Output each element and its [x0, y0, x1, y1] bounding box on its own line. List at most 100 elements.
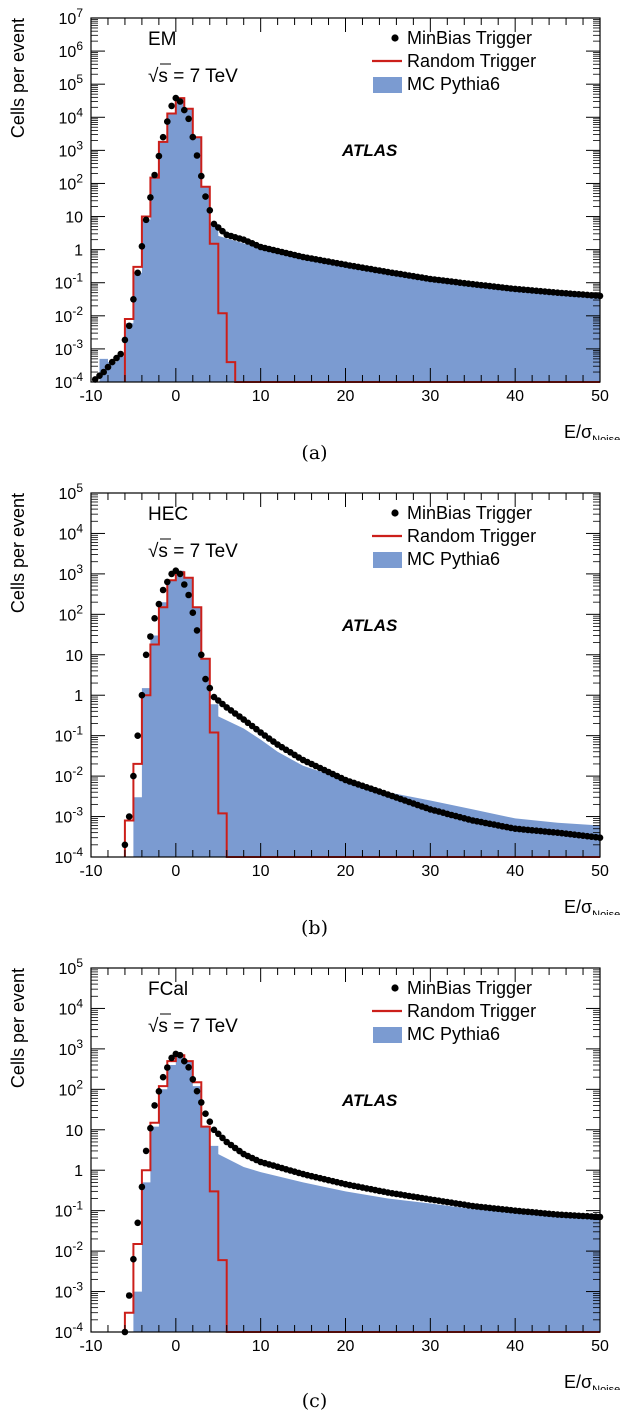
data-point-minbias: [198, 652, 205, 659]
atlas-label: ATLAS: [341, 141, 398, 160]
x-tick-label: 10: [252, 1338, 270, 1355]
caption-a: (a): [0, 442, 629, 464]
x-tick-label: 20: [337, 863, 355, 880]
x-tick-label: 30: [421, 1338, 439, 1355]
x-tick-label: 40: [506, 388, 524, 405]
x-tick-label: 50: [591, 863, 609, 880]
data-point-minbias: [202, 676, 209, 683]
chart-panel-a: -10 0 10 20 30 40 50 10-4 10-3 10-2 10-1 1 10 102 103 1…: [0, 0, 629, 475]
y-tick-label: 10-3: [55, 805, 84, 827]
y-axis-label: Cells per event: [8, 968, 28, 1088]
y-tick-label: 105: [59, 72, 84, 94]
data-point-minbias: [122, 842, 129, 849]
x-tick-label: 10: [252, 863, 270, 880]
y-tick-label: 10: [65, 210, 83, 227]
x-axis-label: E/σNoise: [564, 422, 620, 440]
data-point-minbias: [164, 1064, 171, 1071]
y-tick-label: 104: [59, 521, 84, 543]
y-tick-label: 10: [65, 648, 83, 665]
x-axis-label: E/σNoise: [564, 897, 620, 915]
chart-fcal: -10 0 10 20 30 40 50 10-4 10-3 10-2 10-1 1 10 102 103 1…: [0, 950, 629, 1390]
data-point-minbias: [151, 1102, 158, 1109]
data-point-minbias: [202, 1110, 209, 1117]
data-point-minbias: [160, 587, 167, 594]
y-axis-label: Cells per event: [8, 18, 28, 138]
data-point-minbias: [207, 1118, 214, 1125]
detector-label: FCal: [148, 979, 188, 1000]
x-tick-label: -10: [79, 1338, 102, 1355]
energy-label: √s = 7 TeV: [148, 66, 238, 87]
data-point-minbias: [190, 609, 197, 616]
y-tick-label: 102: [59, 602, 84, 624]
legend-marker-minbias: [391, 509, 398, 516]
y-axis-label: Cells per event: [8, 493, 28, 613]
data-point-minbias: [185, 116, 192, 123]
chart-hec: -10 0 10 20 30 40 50 10-4 10-3 10-2 10-1 1 10 102 103 1…: [0, 475, 629, 915]
data-point-minbias: [194, 152, 201, 159]
x-tick-label: 20: [337, 1338, 355, 1355]
data-point-minbias: [126, 323, 133, 330]
x-tick-label: 20: [337, 388, 355, 405]
x-tick-label: 0: [171, 1338, 180, 1355]
legend-minbias: MinBias Trigger: [407, 978, 532, 998]
data-point-minbias: [147, 1125, 154, 1132]
x-tick-label: 10: [252, 388, 270, 405]
data-point-minbias: [147, 633, 154, 640]
legend-minbias: MinBias Trigger: [407, 503, 532, 523]
data-point-minbias: [185, 592, 192, 599]
data-point-minbias: [194, 627, 201, 634]
data-point-minbias: [190, 1076, 197, 1083]
data-point-minbias: [139, 692, 146, 699]
y-tick-label: 10-1: [55, 271, 84, 293]
data-point-minbias: [117, 351, 124, 358]
data-point-minbias: [177, 98, 184, 105]
data-point-minbias: [198, 1099, 205, 1106]
data-point-minbias: [122, 337, 129, 344]
legend-mc: MC Pythia6: [407, 74, 500, 94]
x-tick-label: -10: [79, 863, 102, 880]
data-point-minbias: [156, 601, 163, 608]
legend-minbias: MinBias Trigger: [407, 28, 532, 48]
legend-mc: MC Pythia6: [407, 549, 500, 569]
x-tick-label: 0: [171, 863, 180, 880]
x-tick-label: 50: [591, 1338, 609, 1355]
x-tick-label: 0: [171, 388, 180, 405]
y-tick-label: 103: [59, 1037, 84, 1059]
data-point-minbias: [202, 193, 209, 200]
legend-random: Random Trigger: [407, 526, 536, 546]
data-point-minbias: [181, 1058, 188, 1065]
x-tick-label: 40: [506, 1338, 524, 1355]
x-tick-label: 30: [421, 388, 439, 405]
caption-c: (c): [0, 1390, 629, 1412]
data-point-minbias: [207, 685, 214, 692]
data-point-minbias: [156, 153, 163, 160]
data-point-minbias: [139, 1184, 146, 1191]
energy-label: √s = 7 TeV: [148, 541, 238, 562]
data-point-minbias: [147, 194, 154, 201]
x-tick-label: 50: [591, 388, 609, 405]
data-point-minbias: [164, 118, 171, 125]
data-point-minbias: [156, 1088, 163, 1095]
data-point-minbias: [190, 134, 197, 141]
y-tick-label: 102: [59, 171, 84, 193]
y-tick-label: 1: [74, 1163, 83, 1180]
y-tick-label: 10-1: [55, 724, 84, 746]
data-point-minbias: [177, 1052, 184, 1059]
legend-marker-mc: [373, 1027, 402, 1043]
data-point-minbias: [134, 1220, 141, 1227]
x-tick-label: 40: [506, 863, 524, 880]
data-point-minbias: [181, 581, 188, 588]
data-point-minbias: [198, 173, 205, 180]
y-tick-label: 104: [59, 105, 84, 127]
y-tick-label: 1: [74, 243, 83, 260]
x-tick-label: -10: [79, 388, 102, 405]
x-axis-label: E/σNoise: [564, 1372, 620, 1390]
y-tick-label: 107: [59, 6, 84, 28]
data-point-minbias: [143, 652, 150, 659]
data-point-minbias: [126, 813, 133, 820]
data-point-minbias: [151, 172, 158, 179]
legend-marker-minbias: [391, 34, 398, 41]
data-point-minbias: [168, 103, 175, 110]
y-tick-label: 105: [59, 481, 84, 503]
data-point-minbias: [194, 1088, 201, 1095]
